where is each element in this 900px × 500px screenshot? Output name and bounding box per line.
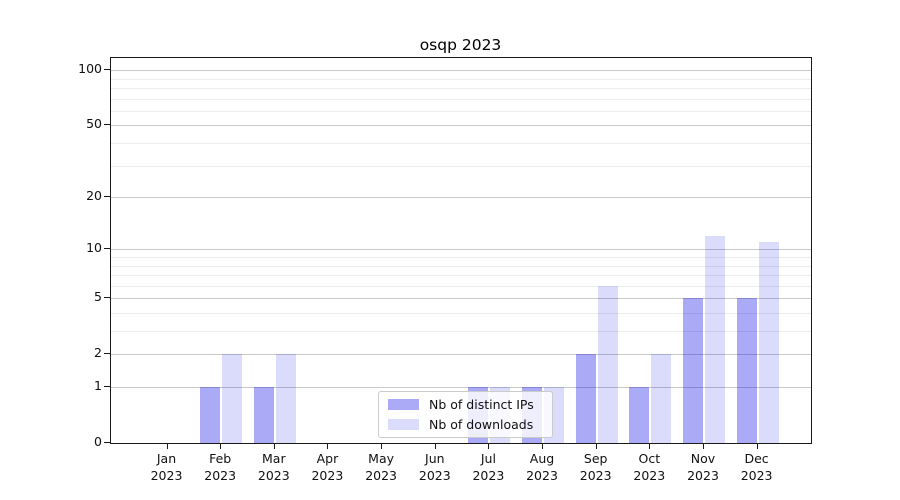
y-tick-label: 1 bbox=[94, 378, 102, 393]
minor-gridline bbox=[111, 143, 811, 144]
x-tick-mark bbox=[166, 443, 168, 449]
major-gridline bbox=[111, 197, 811, 199]
legend-label: Nb of downloads bbox=[429, 417, 534, 432]
x-tick-mark bbox=[488, 443, 490, 449]
bar-distinct-ips bbox=[575, 354, 596, 443]
y-tick-mark bbox=[104, 196, 110, 198]
x-tick-mark bbox=[542, 443, 543, 449]
major-gridline bbox=[111, 249, 811, 251]
x-tick-label: Nov 2023 bbox=[687, 451, 719, 483]
x-tick-label: Jul 2023 bbox=[472, 451, 505, 483]
x-tick-label: May 2023 bbox=[365, 451, 397, 483]
minor-gridline bbox=[111, 257, 811, 258]
bar-distinct-ips bbox=[200, 387, 221, 443]
x-tick-label: Mar 2023 bbox=[257, 451, 290, 483]
y-tick-mark bbox=[104, 386, 110, 387]
bar-distinct-ips bbox=[253, 387, 274, 443]
y-tick-mark bbox=[104, 124, 110, 126]
bar-downloads bbox=[758, 242, 779, 443]
x-tick-label: Feb 2023 bbox=[204, 451, 237, 483]
bar-distinct-ips bbox=[736, 298, 757, 443]
bar-downloads bbox=[275, 354, 296, 443]
legend: Nb of distinct IPs Nb of downloads bbox=[378, 391, 553, 438]
x-tick-mark bbox=[595, 443, 597, 449]
minor-gridline bbox=[111, 331, 811, 332]
y-tick-mark bbox=[104, 442, 110, 443]
y-tick-label: 10 bbox=[86, 240, 102, 256]
chart-title: osqp 2023 bbox=[419, 36, 502, 54]
minor-gridline bbox=[111, 165, 811, 167]
minor-gridline bbox=[111, 275, 811, 276]
bar-distinct-ips bbox=[683, 298, 703, 443]
y-tick-mark bbox=[104, 353, 110, 355]
y-tick-mark bbox=[104, 248, 110, 250]
minor-gridline bbox=[111, 265, 811, 267]
x-tick-label: Sep 2023 bbox=[579, 451, 612, 483]
y-tick-label: 0 bbox=[94, 434, 102, 449]
plot-area bbox=[110, 57, 812, 444]
bar-downloads bbox=[222, 354, 243, 443]
y-tick-label: 20 bbox=[86, 188, 102, 204]
major-gridline bbox=[111, 354, 811, 356]
x-tick-label: Jan 2023 bbox=[150, 451, 183, 483]
y-tick-mark bbox=[104, 69, 110, 71]
x-tick-mark bbox=[381, 443, 383, 449]
minor-gridline bbox=[111, 110, 811, 112]
legend-swatch bbox=[388, 419, 419, 430]
x-tick-mark bbox=[220, 443, 222, 449]
y-tick-label: 5 bbox=[94, 289, 102, 305]
x-tick-mark bbox=[434, 443, 436, 449]
legend-item: Nb of downloads bbox=[388, 417, 543, 432]
bar-downloads bbox=[705, 235, 725, 443]
y-tick-label: 100 bbox=[78, 61, 102, 77]
major-gridline bbox=[111, 387, 811, 388]
minor-gridline bbox=[111, 78, 811, 80]
legend-label: Nb of distinct IPs bbox=[429, 397, 534, 412]
minor-gridline bbox=[111, 313, 811, 314]
bar-downloads bbox=[597, 285, 618, 443]
x-tick-mark bbox=[649, 443, 651, 449]
x-tick-mark bbox=[703, 443, 704, 449]
major-gridline bbox=[111, 298, 811, 300]
y-tick-mark bbox=[104, 297, 110, 299]
x-tick-label: Dec 2023 bbox=[740, 451, 773, 483]
y-tick-label: 50 bbox=[86, 116, 102, 132]
bar-distinct-ips bbox=[629, 387, 650, 443]
x-tick-label: Oct 2023 bbox=[633, 451, 666, 483]
minor-gridline bbox=[111, 88, 811, 89]
x-tick-label: Aug 2023 bbox=[526, 451, 558, 483]
minor-gridline bbox=[111, 98, 811, 100]
x-tick-mark bbox=[273, 443, 275, 449]
bar-downloads bbox=[651, 354, 672, 443]
major-gridline bbox=[111, 70, 811, 72]
minor-gridline bbox=[111, 285, 811, 287]
major-gridline bbox=[111, 125, 811, 127]
legend-item: Nb of distinct IPs bbox=[388, 397, 543, 412]
x-tick-label: Apr 2023 bbox=[311, 451, 344, 483]
x-tick-mark bbox=[756, 443, 758, 449]
x-tick-label: Jun 2023 bbox=[418, 451, 451, 483]
y-tick-label: 2 bbox=[94, 345, 102, 361]
x-tick-mark bbox=[327, 443, 329, 449]
legend-swatch bbox=[388, 399, 419, 410]
